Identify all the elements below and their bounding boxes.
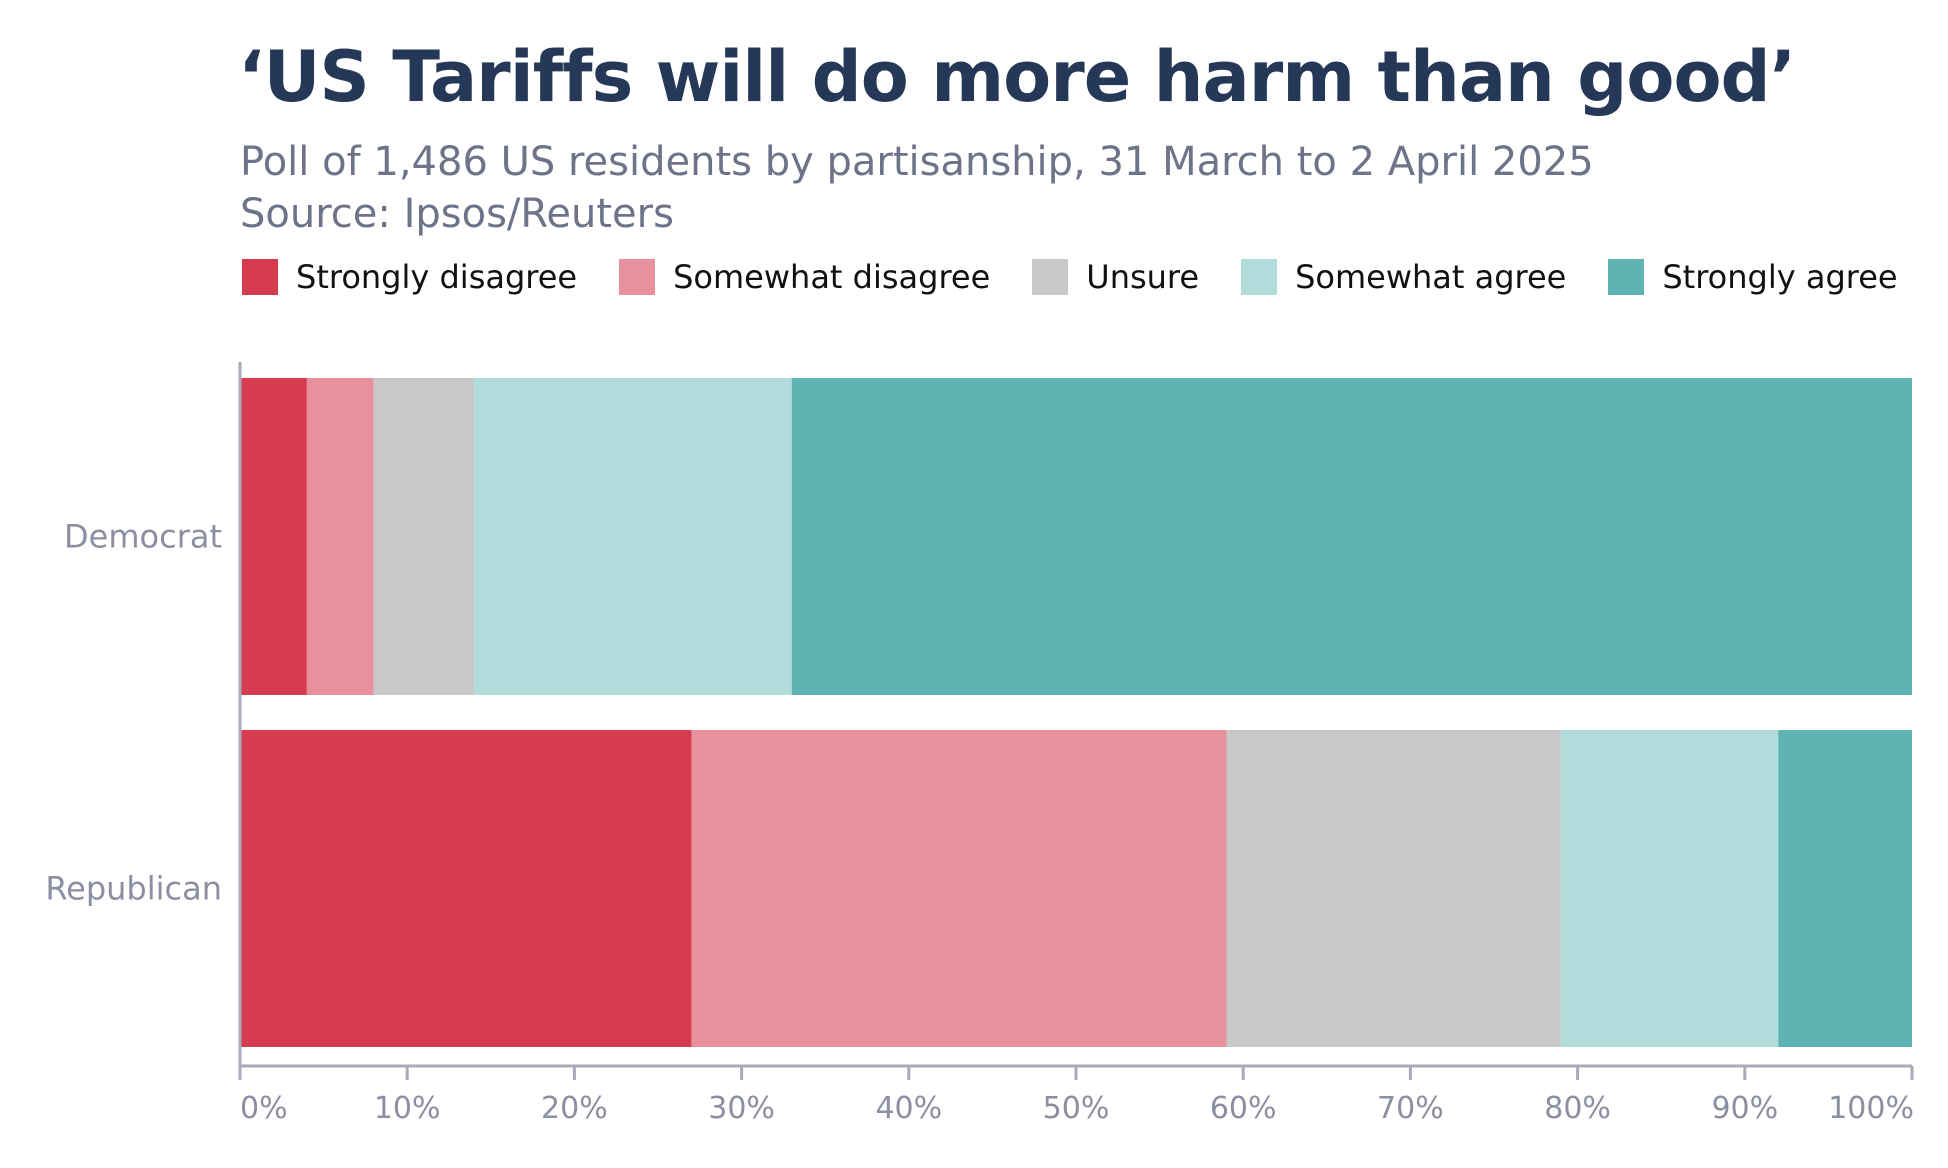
x-tick-label: 60% <box>1210 1091 1277 1126</box>
bar-segment <box>691 730 1227 1047</box>
subtitle-line-source: Source: Ipsos/Reuters <box>240 191 674 237</box>
x-tick-label: 70% <box>1377 1091 1444 1126</box>
subtitle-line-poll: Poll of 1,486 US residents by partisansh… <box>240 139 1594 185</box>
legend-item-3: Somewhat agree <box>1241 258 1566 296</box>
x-tick-label: 0% <box>240 1091 288 1126</box>
legend-item-4: Strongly agree <box>1608 258 1898 296</box>
x-tick-label: 40% <box>875 1091 942 1126</box>
x-tick-label: 30% <box>708 1091 775 1126</box>
bar-segment <box>1560 730 1779 1047</box>
x-tick-label: 100% <box>1828 1091 1914 1126</box>
chart-title: ‘US Tariffs will do more harm than good’ <box>238 36 1796 118</box>
legend-swatch <box>1241 259 1278 295</box>
legend-label: Strongly disagree <box>296 258 578 296</box>
category-label: Democrat <box>64 518 222 556</box>
x-tick-label: 20% <box>541 1091 608 1126</box>
x-tick-label: 90% <box>1711 1091 1778 1126</box>
x-tick-label: 10% <box>374 1091 441 1126</box>
legend-label: Unsure <box>1086 258 1200 296</box>
legend-swatch <box>242 259 278 295</box>
x-tick-label: 50% <box>1043 1091 1110 1126</box>
bar-segment <box>791 378 1912 695</box>
bar-segment <box>240 730 692 1047</box>
legend-label: Somewhat disagree <box>673 258 991 296</box>
legend-item-0: Strongly disagree <box>242 258 577 296</box>
legend-label: Strongly agree <box>1662 258 1898 296</box>
category-label: Republican <box>45 870 222 908</box>
legend-label: Somewhat agree <box>1295 258 1567 296</box>
legend-swatch <box>619 259 656 295</box>
chart-legend: Strongly disagree Somewhat disagree Unsure… <box>242 258 1940 296</box>
legend-item-1: Somewhat disagree <box>619 258 990 296</box>
bar-segment <box>306 378 374 695</box>
bar-segment <box>373 378 475 695</box>
legend-item-2: Unsure <box>1032 258 1199 296</box>
bar-segment <box>1226 730 1561 1047</box>
x-tick-label: 80% <box>1544 1091 1611 1126</box>
bar-segment <box>474 378 792 695</box>
chart-subtitle: Poll of 1,486 US residents by partisansh… <box>240 136 1594 240</box>
legend-swatch <box>1032 259 1069 295</box>
legend-swatch <box>1608 259 1645 295</box>
bar-segment <box>1778 730 1912 1047</box>
bar-segment <box>240 378 307 695</box>
